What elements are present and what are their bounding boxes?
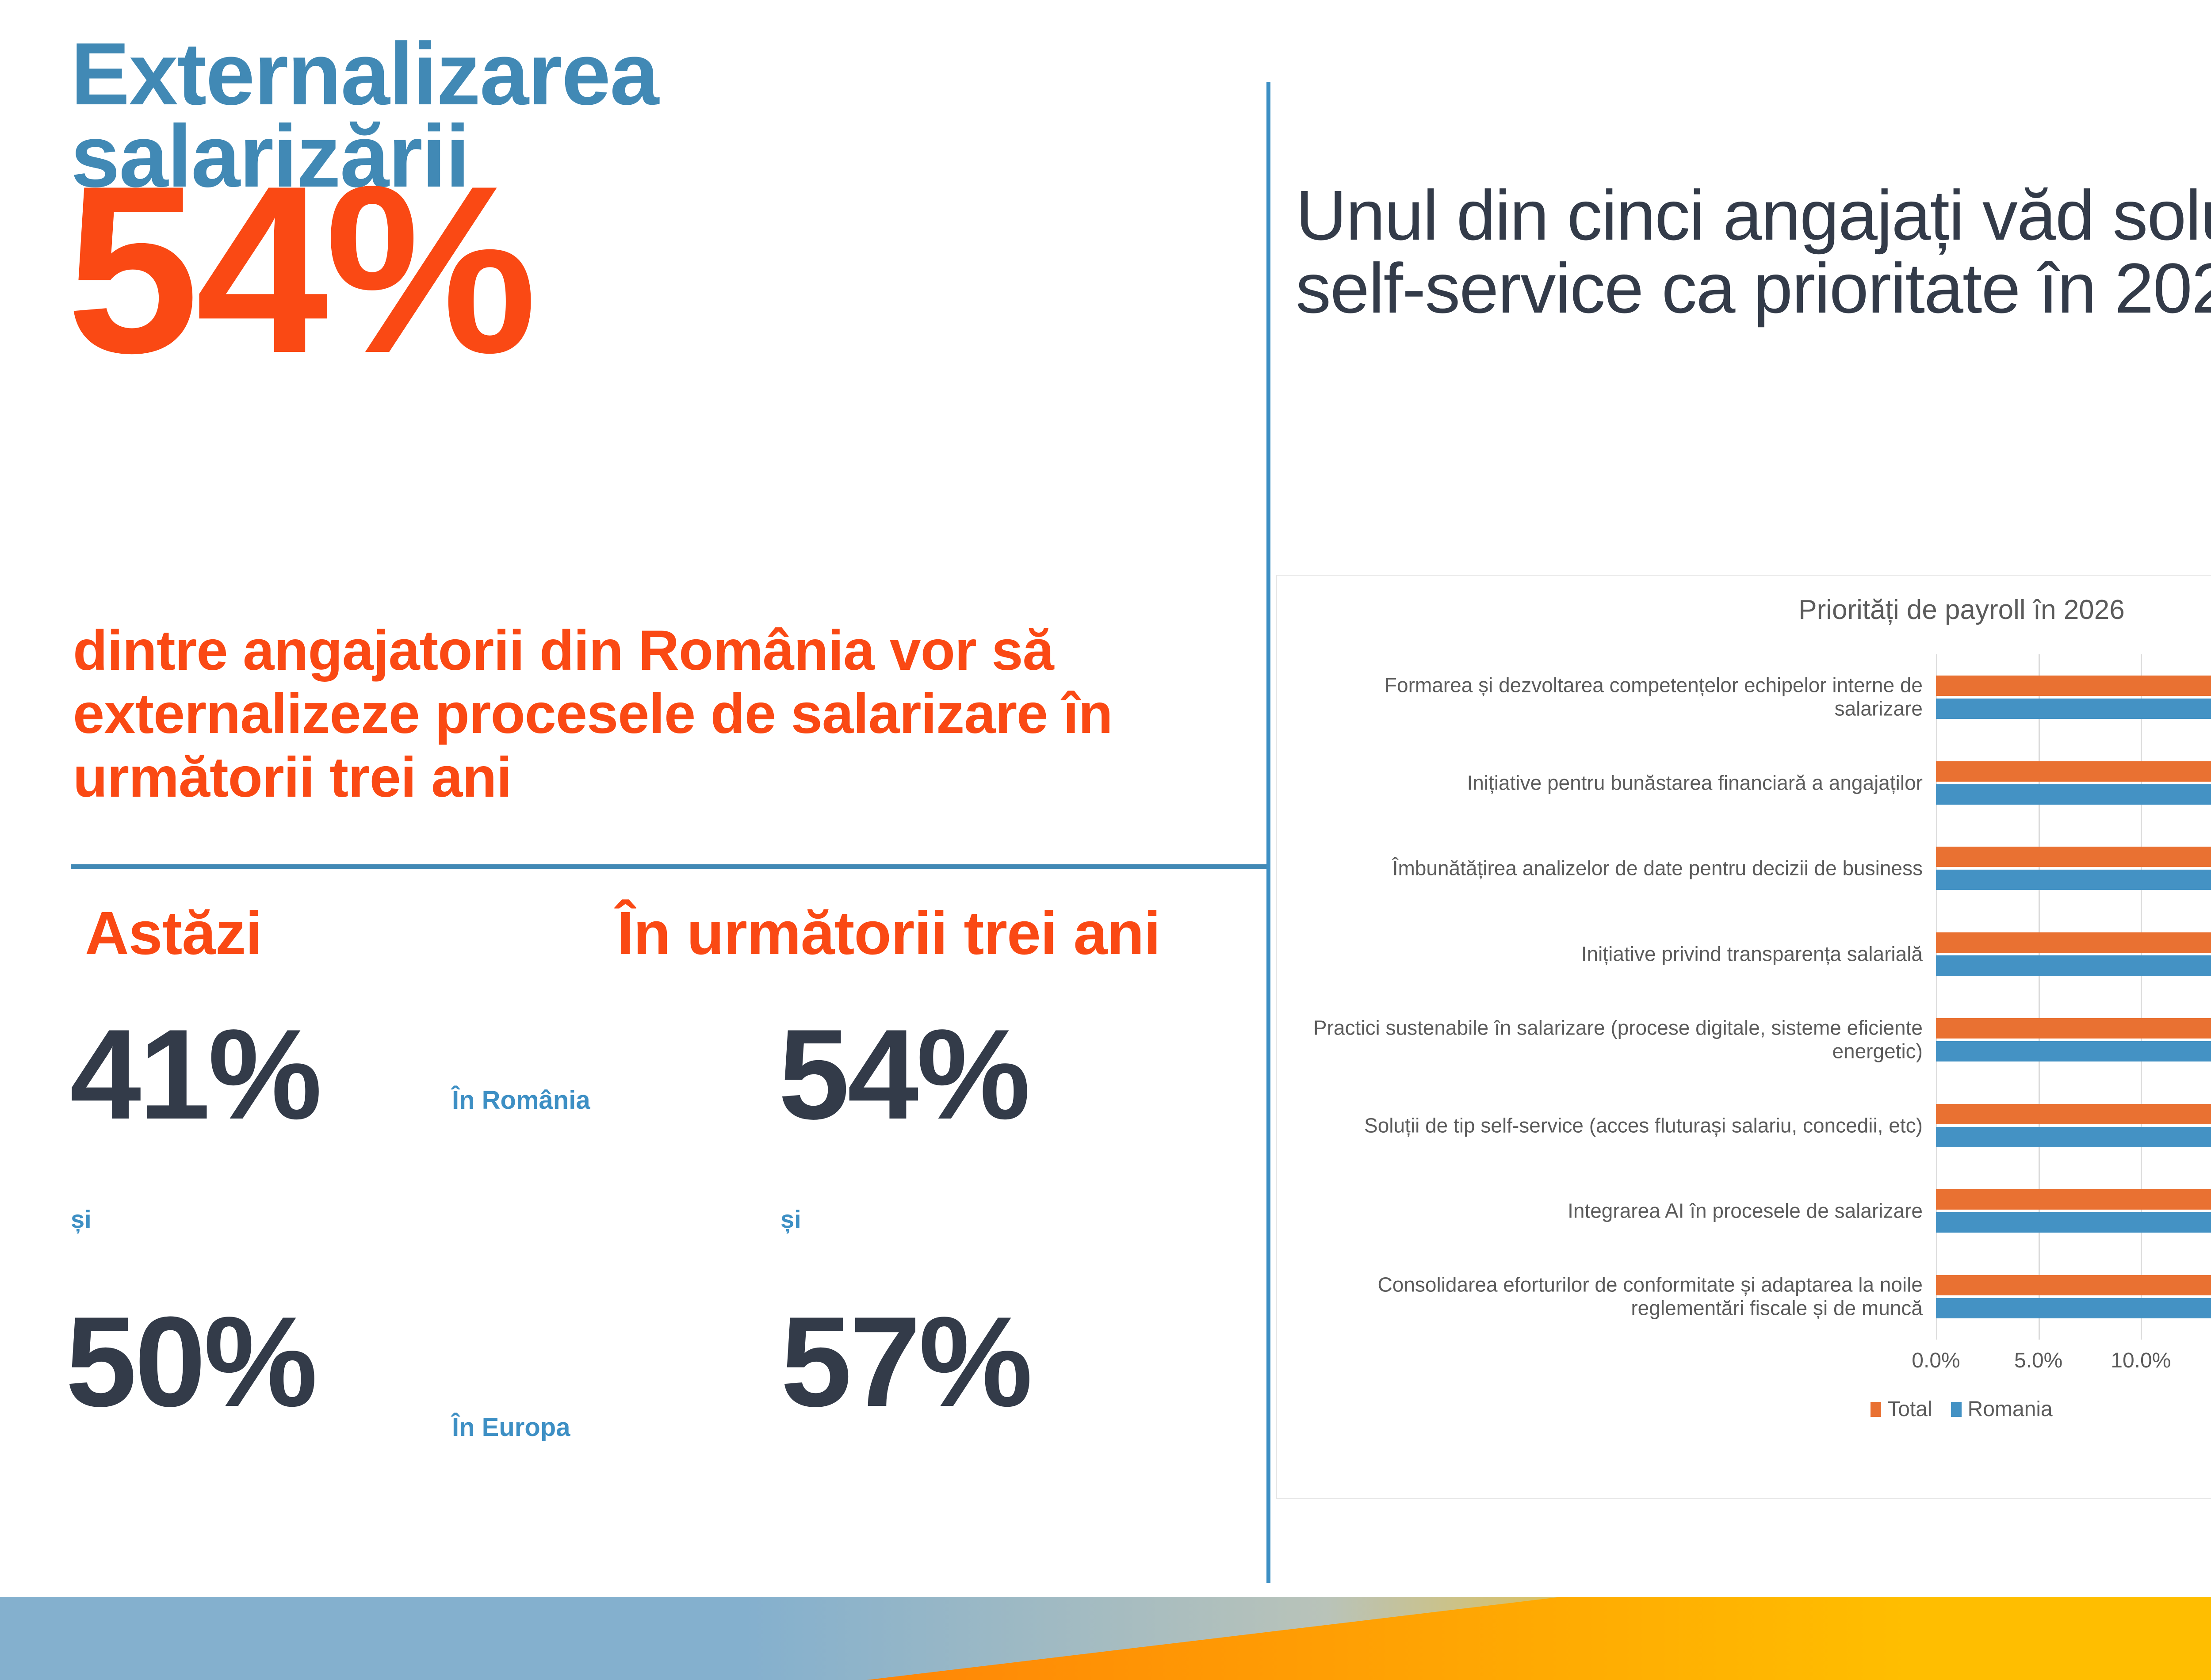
- chart-bar-romania: [1936, 1126, 2211, 1147]
- chart-category-label: Inițiative pentru bunăstarea financiară …: [1467, 771, 1923, 794]
- chart-gridline: [2038, 654, 2040, 1340]
- stat-today-europe: 50%: [65, 1290, 317, 1433]
- vertical-divider: [1266, 82, 1270, 1583]
- chart-bar-total: [1936, 1103, 2211, 1124]
- chart-category-label: Îmbunătățirea analizelor de date pentru …: [1392, 856, 1923, 880]
- horizontal-divider: [71, 864, 1269, 869]
- region-label-europe: În Europa: [452, 1413, 570, 1442]
- stat-future-europe: 57%: [780, 1290, 1033, 1433]
- chart-gridline: [2141, 654, 2142, 1340]
- stat-future-romania: 54%: [778, 1003, 1030, 1146]
- chart-legend: Total Romania: [1277, 1399, 2211, 1420]
- chart-x-tick-label: 10.0%: [2111, 1349, 2171, 1372]
- chart-bar-romania: [1936, 698, 2211, 719]
- chart-bar-romania: [1936, 1041, 2211, 1061]
- region-label-romania: În România: [452, 1086, 590, 1115]
- chart-category-label: Practici sustenabile în salarizare (proc…: [1313, 1016, 1923, 1063]
- chart-bar-romania: [1936, 784, 2211, 805]
- chart-legend-item[interactable]: Total: [1871, 1399, 1932, 1420]
- chart-bar-romania: [1936, 1298, 2211, 1319]
- chart-bar-total: [1936, 1275, 2211, 1296]
- headline-subtext: dintre angajatorii din România vor să ex…: [73, 619, 1113, 809]
- headline: Externalizarea salarizării: [71, 25, 659, 206]
- chart-bar-romania: [1936, 1212, 2211, 1233]
- chart-category-label: Consolidarea eforturilor de conformitate…: [1377, 1273, 1923, 1320]
- section-title: Unul din cinci angajați văd soluțiile de…: [1296, 176, 2211, 328]
- chart-plot-area: Formarea și dezvoltarea competențelor ec…: [1313, 654, 2211, 1340]
- chart-legend-swatch-icon: [1951, 1402, 1962, 1417]
- and-connector-today: și: [71, 1205, 92, 1233]
- chart-gridline: [1936, 654, 1937, 1340]
- left-panel: Externalizarea salarizării 54% dintre an…: [0, 25, 1269, 1472]
- chart-bar-total: [1936, 1018, 2211, 1039]
- chart-category-label: Soluții de tip self-service (acces flutu…: [1364, 1113, 1923, 1137]
- chart-bar-romania: [1936, 955, 2211, 976]
- chart-bar-total: [1936, 761, 2211, 782]
- chart-bar-total: [1936, 1189, 2211, 1210]
- chart-x-tick-label: 0.0%: [1912, 1349, 1960, 1372]
- stats-column-header-future: În următorii trei ani: [617, 899, 1161, 967]
- chart-bar-romania: [1936, 870, 2211, 890]
- chart-legend-swatch-icon: [1871, 1402, 1882, 1417]
- chart-legend-item[interactable]: Romania: [1951, 1399, 2053, 1420]
- chart-legend-label: Romania: [1967, 1397, 2053, 1421]
- chart-category-label: Formarea și dezvoltarea competențelor ec…: [1384, 673, 1923, 720]
- chart-legend-label: Total: [1887, 1397, 1932, 1421]
- chart-category-label: Integrarea AI în procesele de salarizare: [1568, 1199, 1923, 1222]
- chart-category-label: Inițiative privind transparența salarial…: [1581, 942, 1923, 966]
- and-connector-future: și: [780, 1205, 801, 1233]
- chart-x-axis: 0.0%5.0%10.0%15.0%20.0%25.0%30.0%: [1912, 1348, 2211, 1379]
- stat-today-romania: 41%: [70, 1003, 322, 1146]
- right-panel: sd worx Unul din cinci angajați văd solu…: [1269, 0, 2211, 1680]
- chart-x-tick-label: 5.0%: [2014, 1349, 2063, 1372]
- chart-bar-total: [1936, 847, 2211, 867]
- chart-title: Priorități de payroll în 2026: [1798, 595, 2125, 625]
- big-statistic: 54%: [66, 136, 537, 403]
- stats-comparison-grid: Astăzi În următorii trei ani 41% 54% și …: [0, 897, 1269, 1472]
- chart-card: Priorități de payroll în 2026 Formarea ș…: [1276, 575, 2211, 1499]
- chart-bar-total: [1936, 675, 2211, 696]
- stats-column-header-today: Astăzi: [85, 899, 262, 967]
- footer-band: Source: HR & Payroll Pulse 2026 survey: [0, 1597, 2211, 1680]
- chart-bar-total: [1936, 932, 2211, 953]
